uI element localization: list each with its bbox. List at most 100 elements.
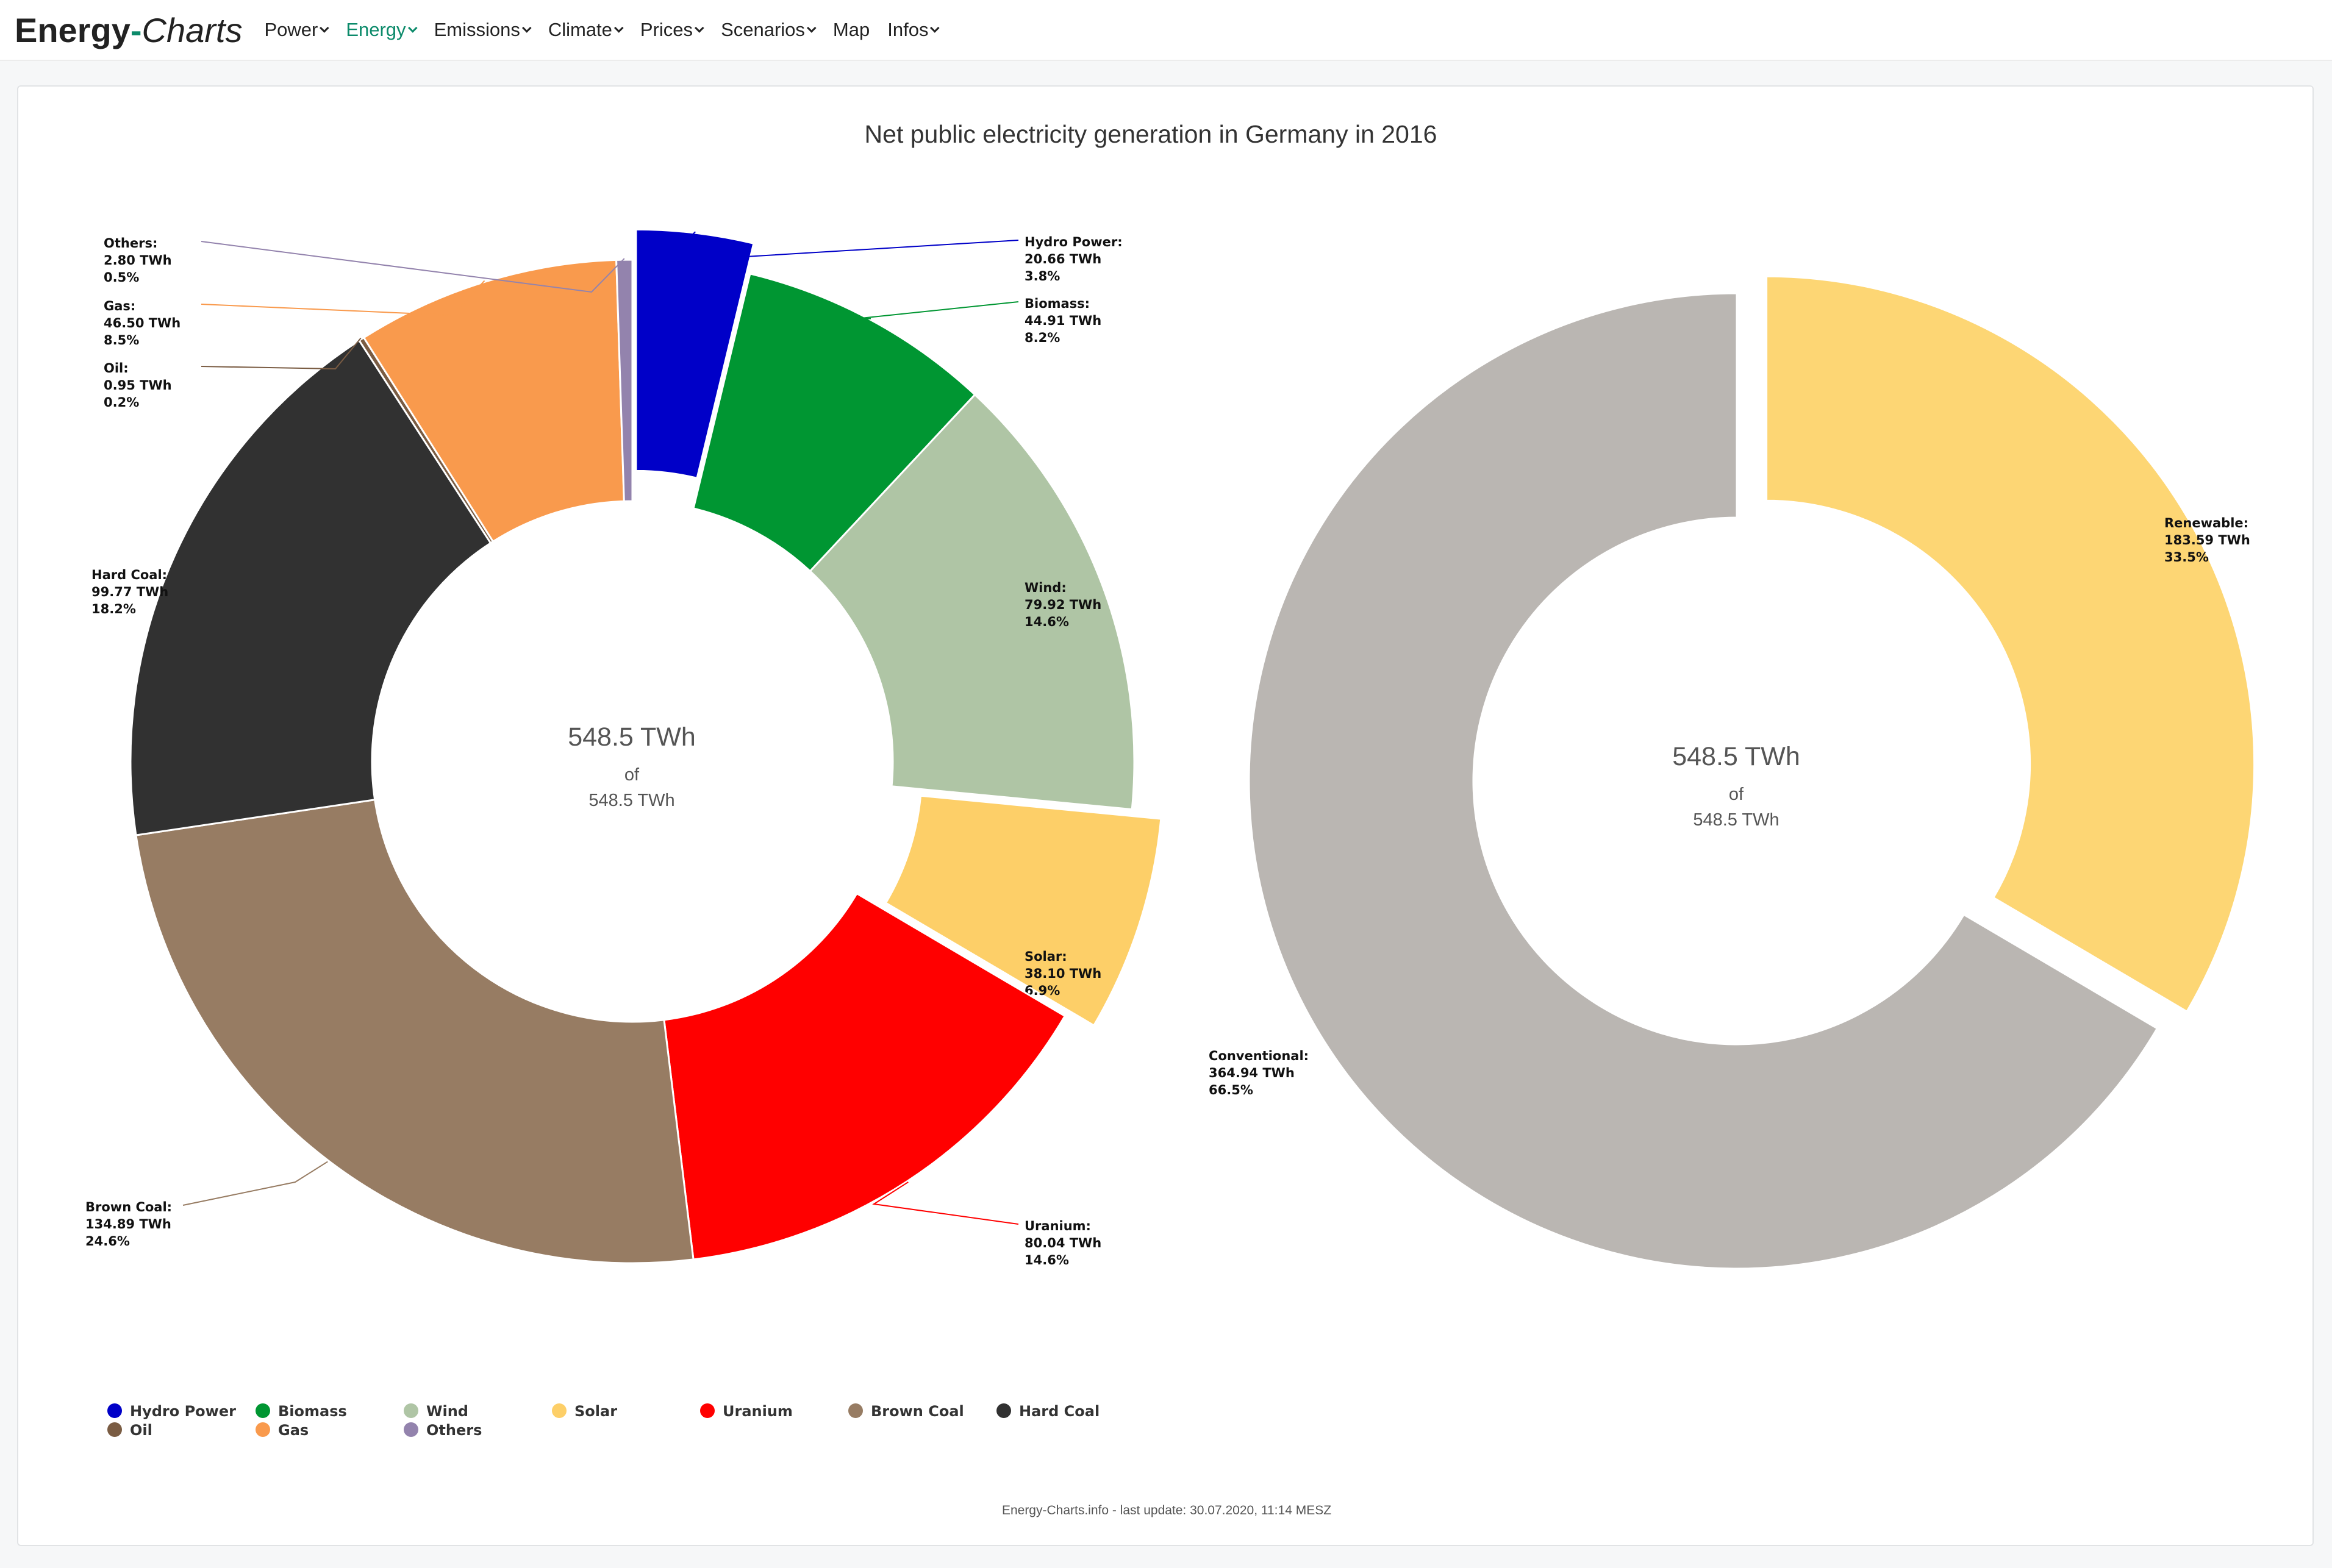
slice-wind[interactable]: Wind: 79.92 TWh 14.6% <box>809 393 1136 811</box>
brand-part1: Energy <box>15 10 131 49</box>
nav-item-emissions[interactable]: Emissions <box>434 19 532 41</box>
brand-dash: - <box>130 10 142 49</box>
center-of: of <box>1729 785 1744 804</box>
connector-others <box>201 241 625 293</box>
slice-renewable[interactable]: Renewable: 183.59 TWh 33.5% <box>1765 275 2256 1013</box>
slice-brown-coal[interactable]: Brown Coal: 134.89 TWh 24.6% <box>85 799 695 1264</box>
legend-marker <box>107 1403 122 1418</box>
nav-item-power[interactable]: Power <box>264 19 329 41</box>
slice-conventional[interactable]: Conventional: 364.94 TWh 66.5% <box>1209 292 2159 1270</box>
slice-hydro-power-shape[interactable] <box>635 228 755 480</box>
nav-item-climate[interactable]: Climate <box>548 19 624 41</box>
data-label-brown-coal: Brown Coal: 134.89 TWh 24.6% <box>85 1200 172 1249</box>
slice-hard-coal[interactable]: Hard Coal: 99.77 TWh 18.2% <box>91 339 492 836</box>
label-percent: 66.5% <box>1209 1083 1253 1097</box>
legend-item-brown-coal[interactable]: Brown Coal <box>848 1403 964 1420</box>
slice-biomass-shape[interactable] <box>692 273 976 572</box>
chevron-down-icon <box>613 23 624 33</box>
legend-item-solar[interactable]: Solar <box>552 1403 617 1420</box>
label-name: Gas: <box>104 299 135 313</box>
label-name: Oil: <box>104 361 129 376</box>
legend-marker <box>107 1422 122 1437</box>
nav-item-label: Emissions <box>434 19 520 40</box>
legend-marker <box>404 1422 418 1437</box>
slice-uranium-shape[interactable] <box>663 892 1067 1261</box>
data-label-hydro-power: Hydro Power: 20.66 TWh 3.8% <box>1025 235 1123 283</box>
label-value: 364.94 TWh <box>1209 1066 1295 1080</box>
nav-item-infos[interactable]: Infos <box>887 19 940 41</box>
label-percent: 0.2% <box>104 395 139 410</box>
label-name: Biomass: <box>1025 296 1090 311</box>
label-name: Solar: <box>1025 949 1067 964</box>
label-name: Renewable: <box>2164 516 2248 530</box>
chart-title: Net public electricity generation in Ger… <box>865 120 1437 148</box>
brand-logo[interactable]: Energy - Charts <box>15 10 242 50</box>
legend-item-oil[interactable]: Oil <box>107 1422 152 1439</box>
label-value: 44.91 TWh <box>1025 313 1101 328</box>
legend-label: Gas <box>278 1422 309 1439</box>
nav-item-label: Prices <box>640 19 693 40</box>
legend-label: Wind <box>426 1403 468 1420</box>
data-label-renewable: Renewable: 183.59 TWh 33.5% <box>2164 516 2250 565</box>
slice-conventional-shape[interactable] <box>1248 292 2159 1270</box>
label-name: Brown Coal: <box>85 1200 172 1214</box>
slice-renewable-shape[interactable] <box>1765 275 2256 1013</box>
slice-solar-shape[interactable] <box>884 794 1162 1027</box>
donut-chart-1: Hydro Power: 20.66 TWh 3.8% Biomass: 44.91 T… <box>85 228 1162 1267</box>
label-percent: 18.2% <box>91 602 136 616</box>
legend-item-gas[interactable]: Gas <box>256 1422 309 1439</box>
slice-hard-coal-shape[interactable] <box>129 339 492 836</box>
label-percent: 14.6% <box>1025 1253 1069 1267</box>
legend-marker <box>404 1403 418 1418</box>
slice-gas[interactable]: Gas: 46.50 TWh 8.5% <box>104 258 625 543</box>
nav-item-label: Scenarios <box>721 19 805 40</box>
chevron-down-icon <box>521 23 532 33</box>
data-label-gas: Gas: 46.50 TWh 8.5% <box>104 299 181 347</box>
slice-biomass[interactable]: Biomass: 44.91 TWh 8.2% <box>692 273 1101 572</box>
label-percent: 24.6% <box>85 1234 130 1249</box>
legend-item-uranium[interactable]: Uranium <box>700 1403 793 1420</box>
legend-item-others[interactable]: Others <box>404 1422 482 1439</box>
legend-item-wind[interactable]: Wind <box>404 1403 468 1420</box>
slice-others[interactable]: Others: 2.80 TWh 0.5% <box>104 236 634 502</box>
legend-label: Oil <box>130 1422 152 1439</box>
slice-wind-shape[interactable] <box>809 393 1136 811</box>
chart-legend: Hydro Power Biomass Wind Solar Uranium Brown … <box>107 1403 1100 1439</box>
center-of: of <box>624 765 640 785</box>
nav-item-label: Map <box>832 19 870 40</box>
label-value: 183.59 TWh <box>2164 533 2250 547</box>
legend-label: Hard Coal <box>1019 1403 1100 1420</box>
label-name: Conventional: <box>1209 1049 1309 1063</box>
main-nav-menu: Power Energy Emissions Climate Prices Scenari… <box>264 19 956 41</box>
label-value: 2.80 TWh <box>104 253 172 268</box>
nav-item-energy[interactable]: Energy <box>346 19 418 41</box>
data-label-oil: Oil: 0.95 TWh 0.2% <box>104 361 172 410</box>
nav-item-scenarios[interactable]: Scenarios <box>721 19 817 41</box>
nav-item-label: Energy <box>346 19 406 40</box>
label-value: 99.77 TWh <box>91 585 168 599</box>
nav-item-prices[interactable]: Prices <box>640 19 704 41</box>
nav-item-label: Power <box>264 19 318 40</box>
slice-gas-shape[interactable] <box>362 258 625 543</box>
slice-hydro-power[interactable]: Hydro Power: 20.66 TWh 3.8% <box>635 228 1123 480</box>
data-label-conventional: Conventional: 364.94 TWh 66.5% <box>1209 1049 1309 1097</box>
legend-item-hydro-power[interactable]: Hydro Power <box>107 1403 236 1420</box>
top-navbar: Energy - Charts Power Energy Emissions Climat… <box>0 0 2332 61</box>
label-name: Hydro Power: <box>1025 235 1123 249</box>
legend-item-hard-coal[interactable]: Hard Coal <box>996 1403 1100 1420</box>
label-percent: 14.6% <box>1025 615 1069 629</box>
data-label-uranium: Uranium: 80.04 TWh 14.6% <box>1025 1219 1101 1267</box>
legend-marker <box>848 1403 863 1418</box>
slice-others-shape[interactable] <box>615 258 634 502</box>
data-label-hard-coal: Hard Coal: 99.77 TWh 18.2% <box>91 568 168 616</box>
data-label-wind: Wind: 79.92 TWh 14.6% <box>1025 580 1101 629</box>
label-value: 46.50 TWh <box>104 316 181 330</box>
connector-brown-coal <box>182 1161 328 1206</box>
slice-uranium[interactable]: Uranium: 80.04 TWh 14.6% <box>663 892 1101 1267</box>
slice-brown-coal-shape[interactable] <box>135 799 695 1264</box>
nav-item-map[interactable]: Map <box>833 19 870 41</box>
legend-item-biomass[interactable]: Biomass <box>256 1403 347 1420</box>
label-value: 80.04 TWh <box>1025 1236 1101 1250</box>
